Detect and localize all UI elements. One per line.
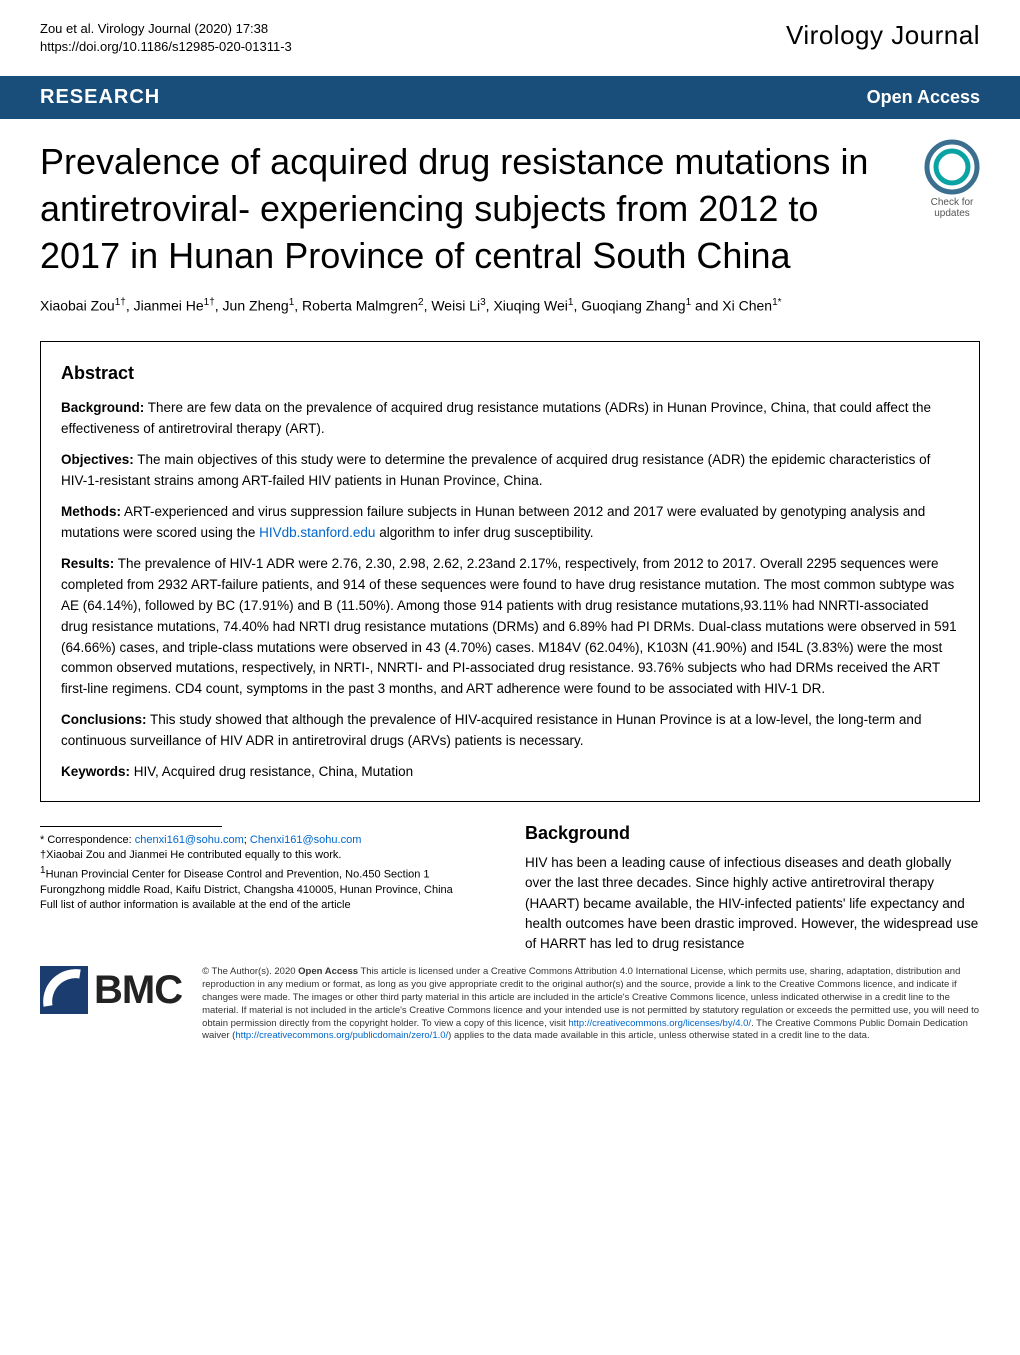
background-heading: Background: [525, 820, 980, 847]
divider: [40, 826, 222, 827]
article-type-label: RESEARCH: [40, 86, 160, 109]
license-link[interactable]: http://creativecommons.org/publicdomain/…: [235, 1030, 448, 1041]
open-access-label: Open Access: [867, 87, 980, 108]
abstract-paragraph: Objectives: The main objectives of this …: [61, 450, 959, 492]
author-affil-marker: 1†: [204, 297, 215, 308]
abstract-section-label: Conclusions:: [61, 712, 147, 727]
open-access-bold: Open Access: [298, 966, 358, 977]
abstract-section-body: The prevalence of HIV-1 ADR were 2.76, 2…: [61, 556, 957, 697]
abstract-paragraph: Results: The prevalence of HIV-1 ADR wer…: [61, 554, 959, 700]
license-text: © The Author(s). 2020 Open Access This a…: [202, 966, 980, 1043]
license-body: ) applies to the data made available in …: [448, 1030, 869, 1041]
email-link[interactable]: Chenxi161@sohu.com: [250, 834, 361, 846]
inline-link[interactable]: HIVdb.stanford.edu: [259, 525, 375, 540]
abstract-paragraph: Methods: ART-experienced and virus suppr…: [61, 502, 959, 544]
footer-row: BMC © The Author(s). 2020 Open Access Th…: [0, 954, 1020, 1063]
bmc-logo: BMC: [40, 966, 182, 1014]
check-updates-text1: Check for: [924, 197, 980, 208]
article-type-banner: RESEARCH Open Access: [0, 76, 1020, 119]
article-title: Prevalence of acquired drug resistance m…: [40, 139, 924, 279]
author-name: Xiaobai Zou: [40, 297, 115, 313]
author-name: , Roberta Malmgren: [294, 297, 418, 313]
page-header: Zou et al. Virology Journal (2020) 17:38…: [0, 0, 1020, 66]
author-list: Xiaobai Zou1†, Jianmei He1†, Jun Zheng1,…: [0, 280, 1020, 317]
abstract-paragraph: Conclusions: This study showed that alth…: [61, 710, 959, 752]
bmc-text: BMC: [94, 968, 182, 1013]
abstract-paragraph: Keywords: HIV, Acquired drug resistance,…: [61, 762, 959, 783]
abstract-section-body: The main objectives of this study were t…: [61, 452, 930, 488]
abstract-section-label: Keywords:: [61, 764, 130, 779]
doi-line: https://doi.org/10.1186/s12985-020-01311…: [40, 38, 292, 56]
citation-block: Zou et al. Virology Journal (2020) 17:38…: [40, 20, 292, 56]
check-for-updates-badge[interactable]: Check for updates: [924, 139, 980, 219]
title-row: Prevalence of acquired drug resistance m…: [0, 119, 1020, 279]
correspondence-line: †Xiaobai Zou and Jianmei He contributed …: [40, 848, 495, 863]
abstract-section-body: There are few data on the prevalence of …: [61, 400, 931, 436]
author-name: and Xi Chen: [691, 297, 772, 313]
license-prefix: © The Author(s). 2020: [202, 966, 298, 977]
author-name: , Jun Zheng: [215, 297, 289, 313]
abstract-section-label: Objectives:: [61, 452, 134, 467]
license-link[interactable]: http://creativecommons.org/licenses/by/4…: [568, 1018, 751, 1029]
crossmark-icon: [924, 139, 980, 195]
author-name: , Weisi Li: [424, 297, 481, 313]
abstract-section-label: Background:: [61, 400, 144, 415]
background-body: HIV has been a leading cause of infectio…: [525, 853, 980, 954]
affil-marker: 1: [40, 865, 46, 876]
bmc-icon: [40, 966, 88, 1014]
correspondence-line: * Correspondence: chenxi161@sohu.com; Ch…: [40, 833, 495, 848]
correspondence-line: Full list of author information is avail…: [40, 898, 495, 913]
author-name: , Jianmei He: [126, 297, 204, 313]
correspondence-block: * Correspondence: chenxi161@sohu.com; Ch…: [40, 820, 525, 954]
author-affil-marker: 1†: [115, 297, 126, 308]
abstract-section-label: Methods:: [61, 504, 121, 519]
correspondence-line: 1Hunan Provincial Center for Disease Con…: [40, 864, 495, 898]
citation-line: Zou et al. Virology Journal (2020) 17:38: [40, 20, 292, 38]
author-affil-marker: 1*: [772, 297, 781, 308]
abstract-section-body: algorithm to infer drug susceptibility.: [375, 525, 593, 540]
abstract-section-body: HIV, Acquired drug resistance, China, Mu…: [130, 764, 413, 779]
lower-columns: * Correspondence: chenxi161@sohu.com; Ch…: [0, 802, 1020, 954]
check-updates-text2: updates: [924, 208, 980, 219]
email-link[interactable]: chenxi161@sohu.com: [135, 834, 244, 846]
abstract-section-label: Results:: [61, 556, 114, 571]
author-name: , Xiuqing Wei: [486, 297, 568, 313]
abstract-box: Abstract Background: There are few data …: [40, 341, 980, 802]
abstract-paragraph: Background: There are few data on the pr…: [61, 398, 959, 440]
abstract-section-body: This study showed that although the prev…: [61, 712, 921, 748]
author-name: , Guoqiang Zhang: [573, 297, 685, 313]
abstract-heading: Abstract: [61, 360, 959, 388]
background-section: Background HIV has been a leading cause …: [525, 820, 980, 954]
journal-name: Virology Journal: [786, 20, 980, 51]
